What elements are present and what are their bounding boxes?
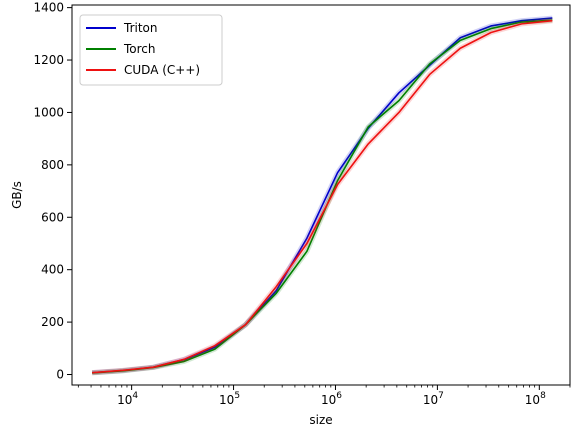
legend-label-triton: Triton: [123, 21, 158, 35]
y-tick-label: 400: [41, 263, 64, 277]
x-axis-label: size: [309, 413, 332, 427]
legend-label-torch: Torch: [123, 42, 156, 56]
y-axis-label: GB/s: [10, 181, 24, 209]
x-tick-label: 108: [525, 391, 546, 407]
series-line-torch: [92, 19, 553, 374]
legend-box: [79, 14, 223, 86]
y-tick-label: 600: [41, 210, 64, 224]
plot-frame: [71, 4, 571, 386]
series-layer: [91, 15, 553, 376]
x-tick-label: 104: [117, 391, 138, 407]
y-tick-label: 0: [56, 368, 64, 382]
x-tick-label: 105: [219, 391, 240, 407]
legend-label-cuda: CUDA (C++): [124, 63, 200, 77]
y-tick-label: 1200: [33, 53, 64, 67]
legend: Triton Torch CUDA (C++): [79, 14, 223, 86]
x-tick-label: 107: [423, 391, 444, 407]
y-axis: 0 200 400 600 800 1000 1200 1400: [33, 1, 72, 382]
x-axis: 104 105 106 107 108: [77, 385, 571, 407]
x-tick-label: 106: [321, 391, 342, 407]
y-tick-label: 800: [41, 158, 64, 172]
y-tick-label: 200: [41, 315, 64, 329]
y-tick-label: 1400: [33, 1, 64, 15]
y-tick-label: 1000: [33, 105, 64, 119]
series-line-cuda-c: [92, 19, 553, 374]
